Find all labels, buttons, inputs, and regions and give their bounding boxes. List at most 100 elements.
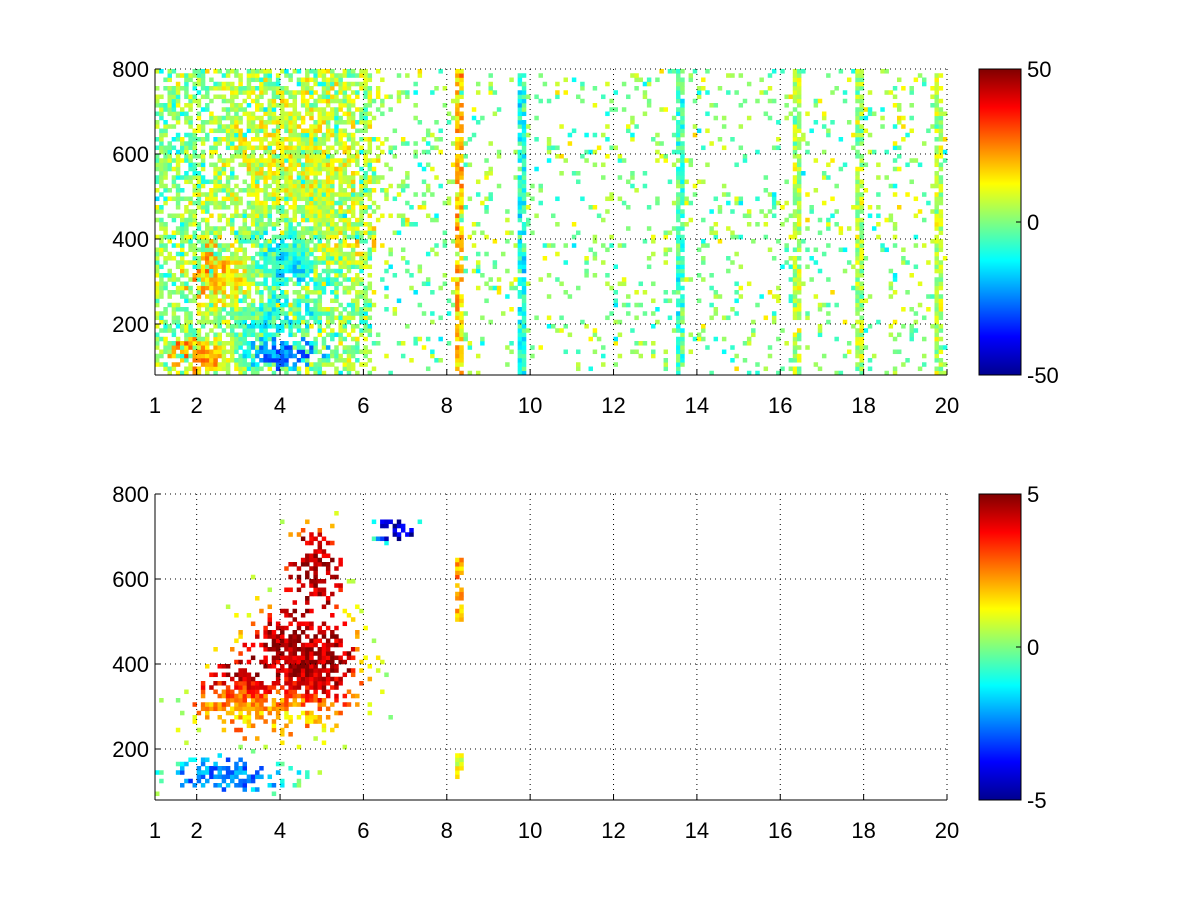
heatmap-cell	[405, 90, 410, 95]
heatmap-cell	[259, 230, 264, 236]
heatmap-cell	[171, 302, 177, 308]
heatmap-cell	[234, 145, 239, 151]
heatmap-cell	[167, 154, 172, 159]
heatmap-cell	[338, 196, 343, 202]
heatmap-cell	[371, 239, 377, 244]
heatmap-cell	[355, 336, 360, 342]
heatmap-cell	[876, 175, 881, 180]
heatmap-cell	[317, 120, 323, 125]
heatmap-cell	[300, 613, 306, 618]
heatmap-cell	[255, 222, 260, 227]
heatmap-cell	[713, 336, 719, 342]
heatmap-cell	[321, 94, 327, 100]
heatmap-cell	[521, 264, 527, 270]
heatmap-cell	[271, 128, 277, 134]
heatmap-cell	[934, 353, 939, 359]
heatmap-cell	[263, 642, 268, 648]
heatmap-cell	[305, 251, 310, 257]
heatmap-cell	[784, 179, 789, 185]
heatmap-cell	[280, 732, 285, 737]
heatmap-cell	[196, 766, 202, 771]
heatmap-cell	[321, 251, 327, 257]
heatmap-cell	[792, 213, 798, 219]
heatmap-cell	[305, 302, 310, 308]
heatmap-cell	[267, 217, 273, 223]
heatmap-cell	[901, 362, 906, 367]
heatmap-cell	[855, 98, 860, 104]
heatmap-cell	[196, 341, 202, 346]
heatmap-cell	[246, 128, 252, 134]
heatmap-cell	[325, 98, 331, 104]
heatmap-cell	[217, 205, 222, 210]
heatmap-cell	[717, 209, 723, 214]
heatmap-cell	[288, 366, 293, 372]
heatmap-cell	[238, 73, 243, 78]
heatmap-cell	[238, 188, 243, 193]
heatmap-cell	[221, 137, 227, 142]
heatmap-cell	[334, 128, 339, 134]
heatmap-cell	[296, 672, 302, 678]
heatmap-cell	[167, 256, 172, 261]
heatmap-cell	[834, 302, 839, 308]
heatmap-cell	[938, 349, 944, 355]
heatmap-cell	[246, 685, 252, 690]
heatmap-cell	[196, 98, 202, 104]
heatmap-cell	[496, 149, 502, 155]
heatmap-cell	[217, 217, 222, 223]
heatmap-cell	[284, 294, 289, 299]
heatmap-cell	[296, 111, 302, 117]
heatmap-cell	[321, 222, 327, 227]
heatmap-cell	[934, 345, 939, 350]
heatmap-cell	[942, 158, 948, 163]
heatmap-cell	[934, 213, 939, 219]
heatmap-cell	[809, 205, 814, 210]
heatmap-cell	[317, 332, 323, 338]
heatmap-cell	[259, 86, 264, 91]
heatmap-cell	[859, 94, 864, 100]
heatmap-cell	[296, 625, 302, 631]
heatmap-cell	[930, 183, 935, 189]
heatmap-cell	[626, 124, 631, 129]
heatmap-cell	[646, 103, 652, 108]
heatmap-cell	[196, 90, 202, 95]
heatmap-cell	[826, 319, 831, 325]
heatmap-cell	[521, 171, 527, 176]
heatmap-cell	[184, 94, 189, 100]
heatmap-cell	[305, 200, 310, 206]
heatmap-cell	[734, 311, 739, 316]
heatmap-cell	[863, 115, 869, 121]
heatmap-cell	[280, 239, 285, 244]
heatmap-cell	[155, 260, 160, 265]
heatmap-cell	[292, 107, 298, 112]
heatmap-cell	[213, 702, 218, 707]
heatmap-cell	[259, 175, 264, 180]
heatmap-cell	[359, 264, 364, 270]
heatmap-cell	[676, 81, 681, 87]
heatmap-cell	[230, 358, 235, 363]
heatmap-cell	[288, 149, 293, 155]
heatmap-cell	[271, 791, 277, 797]
heatmap-cell	[805, 111, 810, 117]
heatmap-cell	[459, 209, 464, 214]
heatmap-cell	[859, 128, 864, 134]
heatmap-cell	[334, 332, 339, 338]
heatmap-cell	[250, 685, 256, 690]
heatmap-cell	[234, 693, 239, 699]
heatmap-cell	[234, 285, 239, 291]
heatmap-cell	[367, 158, 373, 163]
heatmap-cell	[317, 302, 323, 308]
heatmap-cell	[234, 94, 239, 100]
heatmap-cell	[446, 200, 452, 206]
heatmap-cell	[284, 647, 289, 652]
heatmap-cell	[405, 141, 410, 146]
heatmap-cell	[213, 358, 218, 363]
heatmap-cell	[375, 179, 381, 185]
heatmap-cell	[280, 268, 285, 274]
heatmap-cell	[225, 770, 231, 775]
heatmap-cell	[213, 86, 218, 91]
heatmap-cell	[175, 137, 181, 142]
heatmap-cell	[325, 188, 331, 193]
heatmap-cell	[330, 353, 335, 359]
heatmap-cell	[259, 681, 264, 686]
heatmap-cell	[792, 353, 798, 359]
